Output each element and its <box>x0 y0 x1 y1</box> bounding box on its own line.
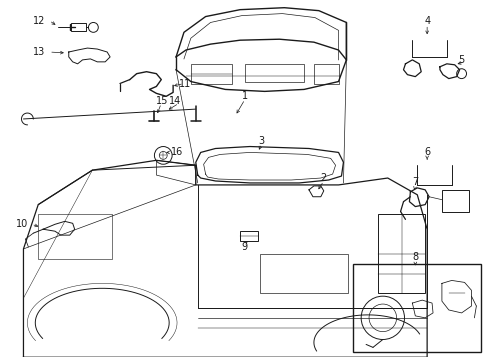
Text: 13: 13 <box>33 47 45 57</box>
Text: 1: 1 <box>242 91 247 101</box>
Text: 14: 14 <box>169 96 181 106</box>
Bar <box>240 231 257 241</box>
Text: 5: 5 <box>458 55 464 65</box>
Text: 2: 2 <box>320 173 326 183</box>
Bar <box>313 64 338 84</box>
Bar <box>71 23 86 31</box>
Text: 7: 7 <box>411 177 418 187</box>
Text: 4: 4 <box>423 15 429 26</box>
Text: 12: 12 <box>33 15 45 26</box>
Text: 3: 3 <box>258 136 264 145</box>
Bar <box>352 264 480 352</box>
Bar <box>190 64 232 84</box>
Text: 8: 8 <box>411 252 418 262</box>
Text: 16: 16 <box>171 148 183 157</box>
Bar <box>441 190 468 212</box>
Bar <box>244 64 304 82</box>
Text: 9: 9 <box>241 242 246 252</box>
Bar <box>377 215 424 293</box>
Text: 6: 6 <box>423 148 429 157</box>
Bar <box>38 215 112 259</box>
Bar <box>259 254 347 293</box>
Text: 10: 10 <box>16 219 28 229</box>
Text: 15: 15 <box>156 96 168 106</box>
Text: 11: 11 <box>179 78 191 89</box>
